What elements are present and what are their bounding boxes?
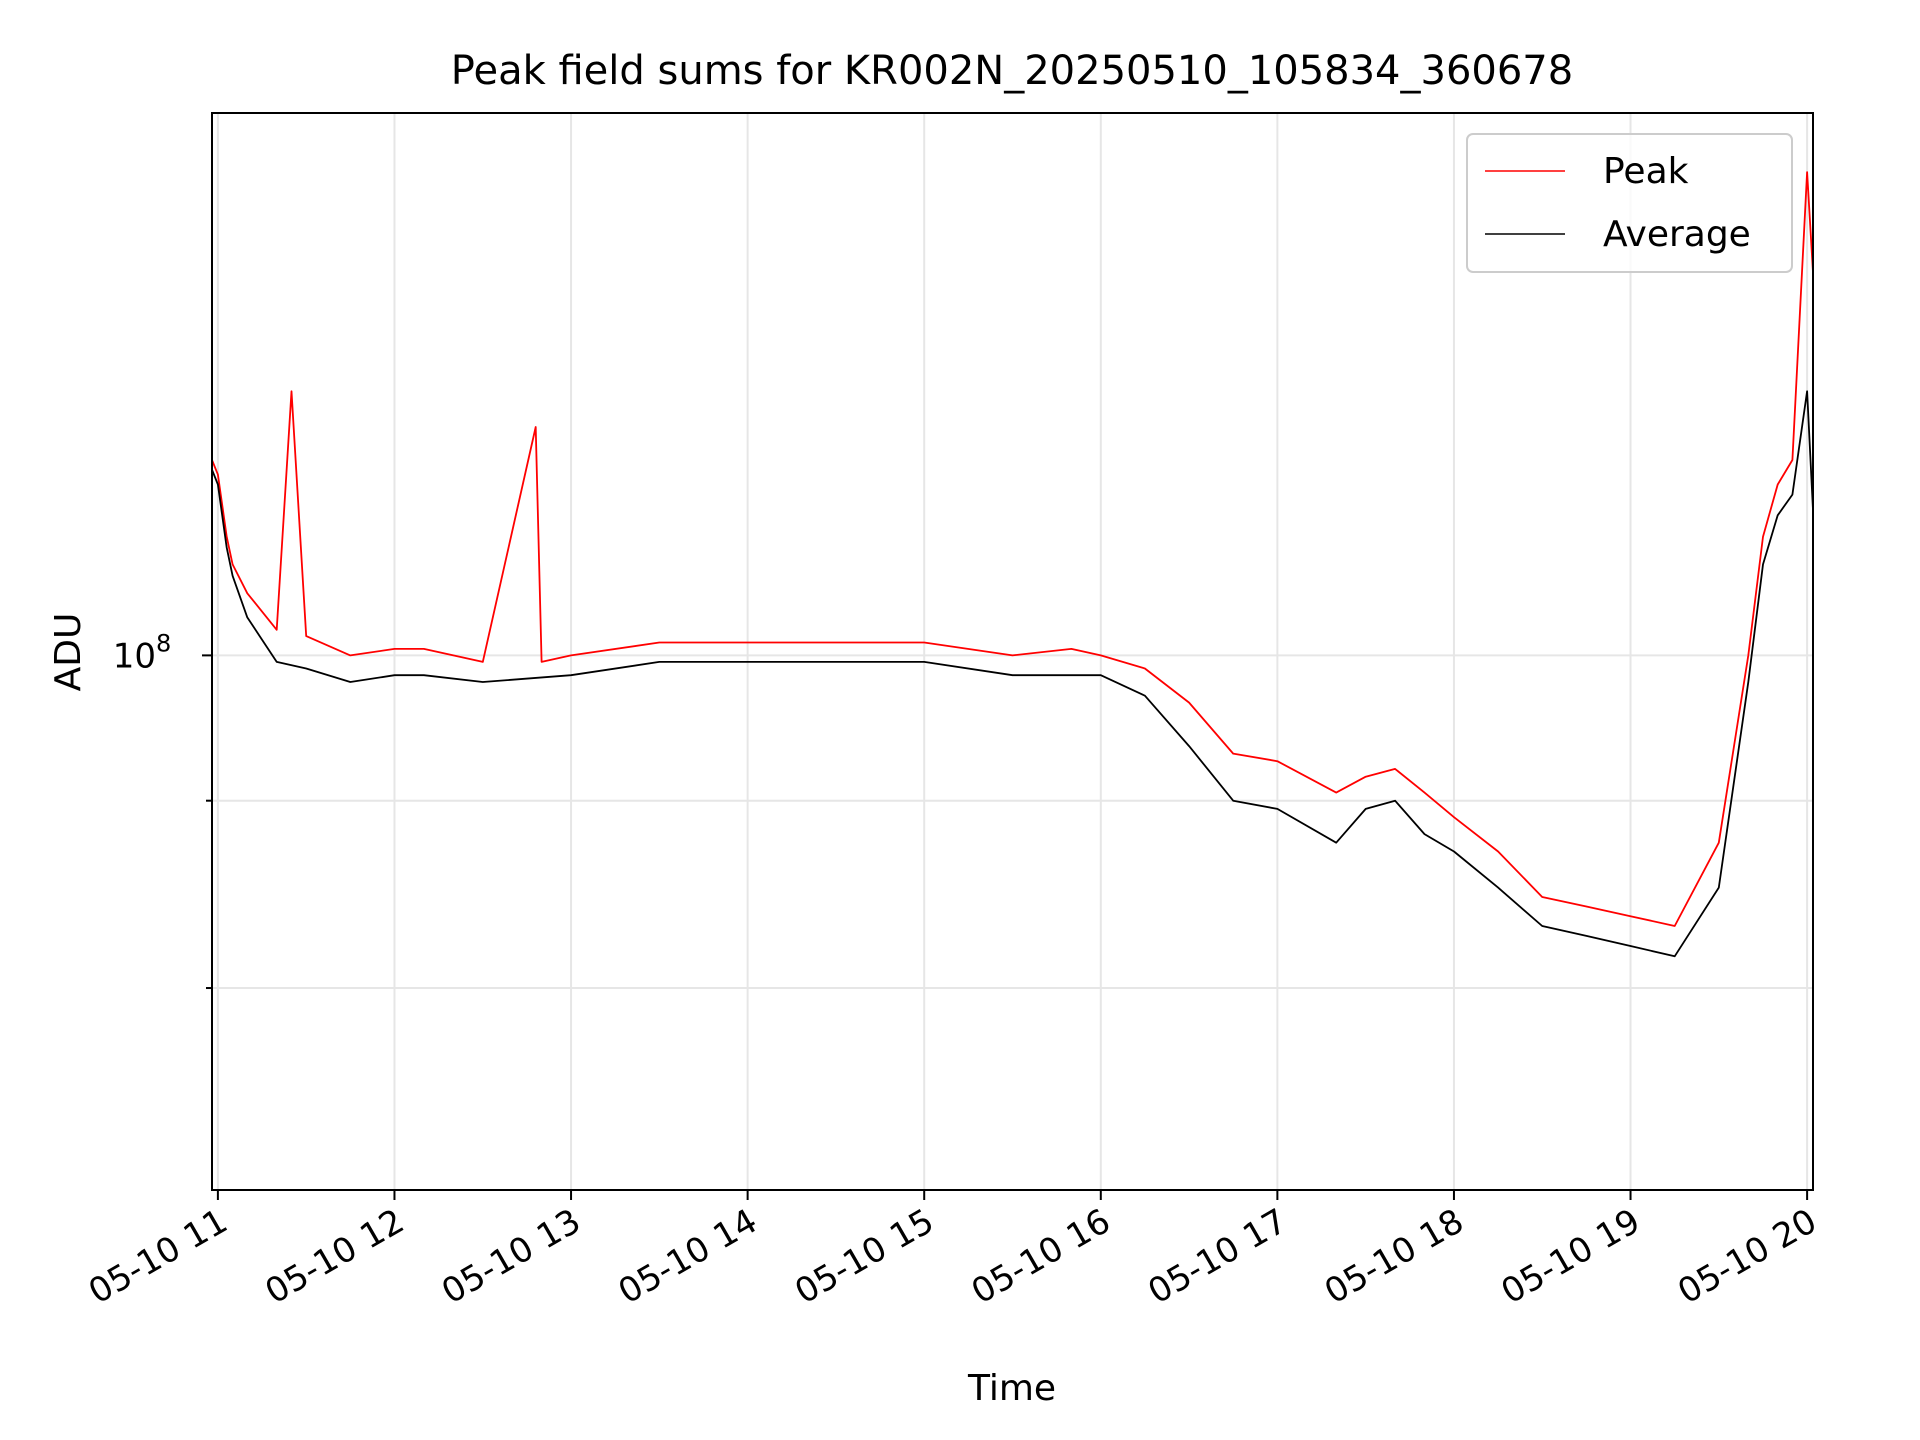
x-axis-label: Time xyxy=(967,1368,1056,1409)
y-tick-label: 108 xyxy=(113,629,172,676)
y-axis-label: ADU xyxy=(48,613,89,692)
series-line-average xyxy=(211,390,1814,958)
plot-frame xyxy=(211,112,1814,1191)
legend-box xyxy=(1466,133,1793,273)
series-layer xyxy=(211,171,1814,958)
y-axis: 108 xyxy=(113,629,212,990)
chart-title: Peak field sums for KR002N_20250510_1058… xyxy=(451,48,1573,94)
legend: Peak Average xyxy=(1466,133,1793,273)
legend-label-peak: Peak xyxy=(1603,151,1689,192)
series-line-peak xyxy=(211,171,1814,927)
legend-label-average: Average xyxy=(1603,214,1751,255)
